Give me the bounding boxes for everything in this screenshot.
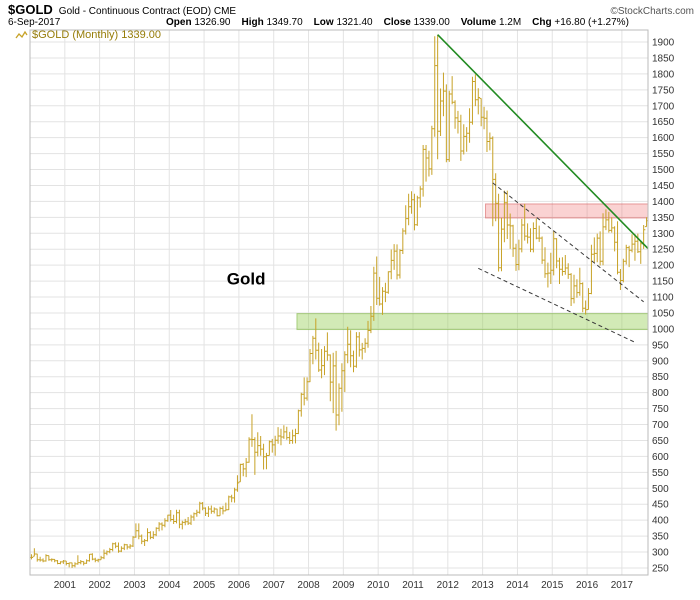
- svg-text:500: 500: [652, 484, 669, 495]
- gold-annotation-label: Gold: [227, 269, 266, 288]
- svg-text:1800: 1800: [652, 69, 675, 80]
- quote-change: Chg +16.80 (+1.27%): [532, 17, 629, 28]
- svg-text:2010: 2010: [367, 580, 390, 591]
- svg-text:1400: 1400: [652, 197, 675, 208]
- legend-label: $GOLD (Monthly) 1339.00: [32, 29, 162, 41]
- plot-frame: [29, 29, 649, 576]
- svg-text:1900: 1900: [652, 38, 675, 49]
- quote-close: Close 1339.00: [383, 17, 450, 28]
- svg-text:2009: 2009: [332, 580, 355, 591]
- svg-text:1450: 1450: [652, 181, 675, 192]
- svg-text:1550: 1550: [652, 149, 675, 160]
- svg-text:2015: 2015: [541, 580, 564, 591]
- svg-text:750: 750: [652, 404, 669, 415]
- svg-text:1050: 1050: [652, 308, 675, 319]
- x-axis-labels: 2001 2002 2003 2004 2005 2006 2007 2008 2009 2010…: [54, 580, 634, 591]
- svg-text:2011: 2011: [402, 580, 424, 591]
- quote-date: 6-Sep-2017: [8, 17, 61, 28]
- gridlines: [30, 30, 648, 575]
- svg-text:1750: 1750: [652, 85, 675, 96]
- svg-text:1200: 1200: [652, 261, 675, 272]
- svg-text:2004: 2004: [158, 580, 181, 591]
- svg-text:2001: 2001: [54, 580, 77, 591]
- quote-open: Open 1326.90: [166, 17, 231, 28]
- svg-text:250: 250: [652, 564, 669, 575]
- svg-text:1150: 1150: [652, 277, 674, 288]
- svg-text:1250: 1250: [652, 245, 675, 256]
- symbol-description: Gold - Continuous Contract (EOD) CME: [58, 6, 237, 17]
- svg-text:400: 400: [652, 516, 669, 527]
- svg-text:1100: 1100: [652, 293, 674, 304]
- svg-text:1650: 1650: [652, 117, 675, 128]
- svg-text:2017: 2017: [611, 580, 634, 591]
- svg-text:700: 700: [652, 420, 669, 431]
- downtrend-line: [437, 34, 648, 250]
- chart-header: $GOLD Gold - Continuous Contract (EOD) C…: [8, 2, 694, 17]
- quote-high: High 1349.70: [241, 17, 303, 28]
- svg-text:800: 800: [652, 388, 669, 399]
- quote-volume: Volume 1.2M: [460, 17, 522, 28]
- quote-row: 6-Sep-2017 Open 1326.90 High 1349.70 Low…: [8, 17, 640, 28]
- svg-text:2016: 2016: [576, 580, 599, 591]
- chart-legend: $GOLD (Monthly) 1339.00: [15, 29, 161, 41]
- svg-text:1600: 1600: [652, 133, 675, 144]
- svg-text:1700: 1700: [652, 101, 675, 112]
- svg-text:600: 600: [652, 452, 669, 463]
- svg-text:2003: 2003: [123, 580, 146, 591]
- svg-text:2014: 2014: [506, 580, 529, 591]
- svg-text:650: 650: [652, 436, 669, 447]
- svg-text:2002: 2002: [89, 580, 112, 591]
- support-band: [296, 313, 648, 331]
- svg-text:2008: 2008: [297, 580, 320, 591]
- svg-text:1850: 1850: [652, 53, 675, 64]
- svg-text:2012: 2012: [437, 580, 460, 591]
- svg-text:2006: 2006: [228, 580, 251, 591]
- svg-text:350: 350: [652, 532, 669, 543]
- svg-text:2013: 2013: [471, 580, 494, 591]
- line-series-icon: [15, 30, 28, 39]
- y-axis-labels: 1900 1850 1800 1750 1700 1650 1600 1550 1500 1450…: [652, 38, 675, 575]
- ohlc-bars: [30, 34, 648, 568]
- dashed-trendlines: [478, 182, 644, 343]
- svg-text:1500: 1500: [652, 165, 675, 176]
- svg-text:1000: 1000: [652, 324, 675, 335]
- svg-text:1350: 1350: [652, 213, 675, 224]
- svg-text:900: 900: [652, 356, 669, 367]
- svg-text:950: 950: [652, 340, 669, 351]
- svg-text:300: 300: [652, 548, 669, 559]
- svg-text:2007: 2007: [263, 580, 286, 591]
- quote-low: Low 1321.40: [313, 17, 373, 28]
- svg-text:850: 850: [652, 372, 669, 383]
- svg-text:2005: 2005: [193, 580, 216, 591]
- symbol: $GOLD: [8, 2, 53, 17]
- svg-text:450: 450: [652, 500, 669, 511]
- svg-text:1300: 1300: [652, 229, 675, 240]
- annotation-zones: [296, 203, 648, 331]
- stockcharts-credit: ©StockCharts.com: [610, 6, 694, 17]
- svg-text:550: 550: [652, 468, 669, 479]
